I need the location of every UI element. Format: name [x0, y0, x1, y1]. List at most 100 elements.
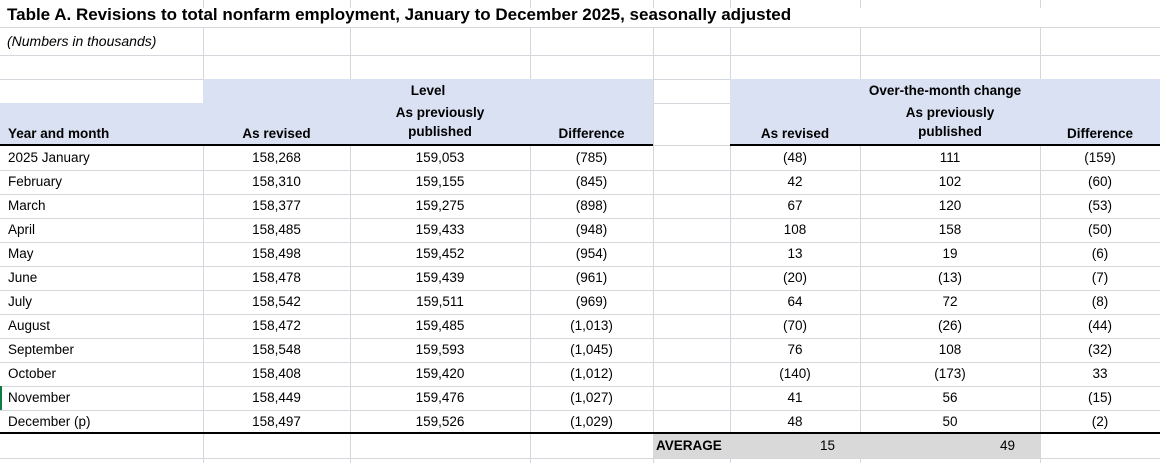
otm-as-previously-published-cell[interactable]: 19	[942, 246, 958, 261]
otm-difference-cell[interactable]: (159)	[1084, 150, 1116, 165]
level-as-revised-cell[interactable]: 158,498	[252, 246, 301, 261]
otm-as-revised-cell[interactable]: (48)	[782, 150, 807, 165]
table-title-cell[interactable]: Table A. Revisions to total nonfarm empl…	[7, 5, 792, 24]
average-as-previously-published-cell[interactable]: 49	[999, 438, 1015, 453]
level-difference-cell[interactable]: (845)	[575, 174, 608, 189]
gridline	[0, 458, 1160, 459]
otm-as-previously-published-cell[interactable]: (26)	[937, 318, 962, 333]
otm-difference-cell[interactable]: (53)	[1087, 198, 1112, 213]
column-header-year-month[interactable]: Year and month	[0, 103, 203, 144]
otm-difference-cell[interactable]: (44)	[1087, 318, 1112, 333]
level-difference-cell[interactable]: (1,045)	[570, 342, 613, 357]
month-cell[interactable]: May	[8, 246, 34, 261]
otm-difference-cell[interactable]: (15)	[1087, 390, 1112, 405]
level-as-revised-cell[interactable]: 158,478	[252, 270, 301, 285]
group-header-otm-change[interactable]: Over-the-month change	[868, 83, 1022, 98]
level-as-previously-published-cell[interactable]: 159,275	[415, 198, 465, 213]
column-header-level-as-previously-published[interactable]: As previously published	[350, 103, 530, 144]
otm-difference-cell[interactable]: (6)	[1091, 246, 1109, 261]
level-difference-cell[interactable]: (954)	[575, 246, 608, 261]
level-difference-cell[interactable]: (898)	[575, 198, 608, 213]
month-cell[interactable]: September	[8, 342, 75, 357]
otm-as-revised-cell[interactable]: (70)	[782, 318, 807, 333]
level-as-previously-published-cell[interactable]: 159,439	[415, 270, 465, 285]
otm-as-previously-published-cell[interactable]: (173)	[934, 366, 966, 381]
otm-difference-cell[interactable]: (50)	[1087, 222, 1112, 237]
level-difference-cell[interactable]: (1,013)	[570, 318, 613, 333]
otm-difference-cell[interactable]: (60)	[1087, 174, 1112, 189]
column-header-level-difference[interactable]: Difference	[530, 103, 653, 144]
level-as-revised-cell[interactable]: 158,472	[252, 318, 301, 333]
level-difference-cell[interactable]: (969)	[575, 294, 608, 309]
level-as-previously-published-cell[interactable]: 159,420	[415, 366, 465, 381]
level-as-revised-cell[interactable]: 158,268	[252, 150, 301, 165]
otm-as-revised-cell[interactable]: (140)	[779, 366, 811, 381]
month-cell[interactable]: November	[8, 390, 71, 405]
level-as-revised-cell[interactable]: 158,310	[252, 174, 301, 189]
otm-as-previously-published-cell[interactable]: 56	[942, 390, 958, 405]
level-as-revised-cell[interactable]: 158,408	[252, 366, 301, 381]
otm-as-revised-cell[interactable]: 64	[787, 294, 803, 309]
month-cell[interactable]: December (p)	[8, 414, 91, 429]
month-cell[interactable]: July	[8, 294, 33, 309]
month-cell[interactable]: April	[8, 222, 36, 237]
month-cell[interactable]: August	[8, 318, 51, 333]
otm-as-revised-cell[interactable]: 42	[787, 174, 803, 189]
level-as-previously-published-cell[interactable]: 159,433	[415, 222, 465, 237]
gridline	[1040, 0, 1041, 8]
month-cell[interactable]: March	[8, 198, 46, 213]
otm-as-previously-published-cell[interactable]: 108	[938, 342, 962, 357]
otm-as-revised-cell[interactable]: 108	[783, 222, 807, 237]
column-header-otm-difference[interactable]: Difference	[1040, 103, 1160, 144]
otm-as-previously-published-cell[interactable]: 102	[938, 174, 962, 189]
level-difference-cell[interactable]: (1,027)	[570, 390, 613, 405]
level-as-revised-cell[interactable]: 158,485	[252, 222, 301, 237]
level-difference-cell[interactable]: (1,012)	[570, 366, 613, 381]
average-label-cell[interactable]: AVERAGE	[656, 438, 722, 453]
otm-difference-cell[interactable]: (7)	[1091, 270, 1109, 285]
level-as-previously-published-cell[interactable]: 159,452	[415, 246, 465, 261]
otm-as-revised-cell[interactable]: 67	[787, 198, 803, 213]
level-as-previously-published-cell[interactable]: 159,526	[415, 414, 465, 429]
column-header-otm-as-previously-published[interactable]: As previously published	[860, 103, 1040, 144]
level-as-revised-cell[interactable]: 158,548	[252, 342, 301, 357]
level-as-previously-published-cell[interactable]: 159,485	[415, 318, 465, 333]
level-difference-cell[interactable]: (961)	[575, 270, 608, 285]
otm-as-previously-published-cell[interactable]: 50	[942, 414, 958, 429]
otm-difference-cell[interactable]: (2)	[1091, 414, 1109, 429]
otm-as-revised-cell[interactable]: 48	[787, 414, 803, 429]
table-subtitle-cell[interactable]: (Numbers in thousands)	[7, 33, 157, 49]
level-as-revised-cell[interactable]: 158,542	[252, 294, 301, 309]
otm-as-previously-published-cell[interactable]: (13)	[937, 270, 962, 285]
month-cell[interactable]: June	[8, 270, 38, 285]
otm-as-revised-cell[interactable]: 13	[787, 246, 803, 261]
month-cell[interactable]: October	[8, 366, 57, 381]
column-header-level-as-revised[interactable]: As revised	[203, 103, 350, 144]
otm-difference-cell[interactable]: (32)	[1087, 342, 1112, 357]
otm-difference-cell[interactable]: 33	[1092, 366, 1108, 381]
level-as-previously-published-cell[interactable]: 159,593	[415, 342, 465, 357]
average-as-revised-cell[interactable]: 15	[819, 438, 835, 453]
otm-as-revised-cell[interactable]: 76	[787, 342, 803, 357]
level-as-previously-published-cell[interactable]: 159,476	[415, 390, 465, 405]
level-difference-cell[interactable]: (785)	[575, 150, 608, 165]
otm-as-previously-published-cell[interactable]: 120	[938, 198, 962, 213]
level-as-previously-published-cell[interactable]: 159,053	[415, 150, 465, 165]
otm-as-previously-published-cell[interactable]: 72	[942, 294, 958, 309]
level-difference-cell[interactable]: (1,029)	[570, 414, 613, 429]
level-difference-cell[interactable]: (948)	[575, 222, 608, 237]
column-header-otm-as-revised[interactable]: As revised	[730, 103, 860, 144]
otm-difference-cell[interactable]: (8)	[1091, 294, 1109, 309]
level-as-previously-published-cell[interactable]: 159,511	[416, 294, 464, 309]
level-as-revised-cell[interactable]: 158,377	[252, 198, 301, 213]
level-as-revised-cell[interactable]: 158,497	[252, 414, 301, 429]
level-as-previously-published-cell[interactable]: 159,155	[415, 174, 465, 189]
otm-as-revised-cell[interactable]: 41	[787, 390, 803, 405]
otm-as-previously-published-cell[interactable]: 111	[939, 150, 961, 165]
level-as-revised-cell[interactable]: 158,449	[252, 390, 301, 405]
otm-as-previously-published-cell[interactable]: 158	[938, 222, 962, 237]
otm-as-revised-cell[interactable]: (20)	[782, 270, 807, 285]
group-header-level[interactable]: Level	[410, 83, 446, 98]
month-cell[interactable]: February	[8, 174, 63, 189]
month-cell[interactable]: 2025 January	[8, 150, 90, 165]
